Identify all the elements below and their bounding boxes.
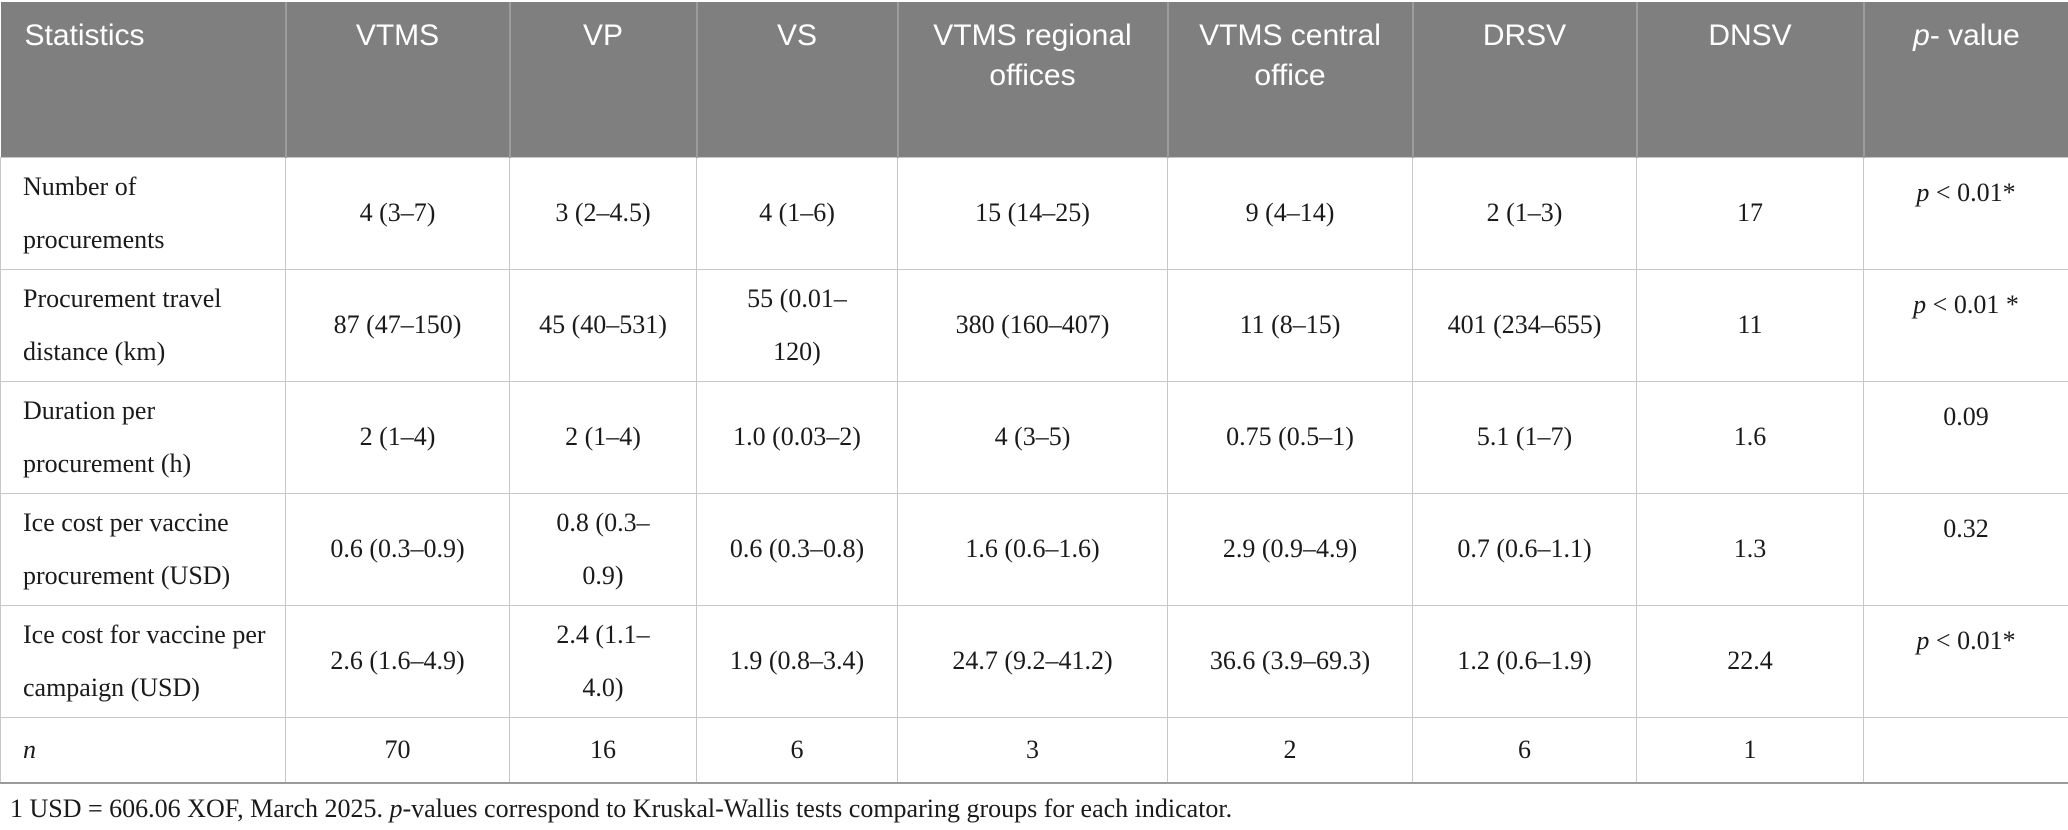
cell: 9 (4–14) — [1168, 157, 1413, 269]
cell: 11 — [1637, 269, 1864, 381]
column-header: DRSV — [1413, 2, 1637, 157]
cell: 1.6 (0.6–1.6) — [898, 493, 1168, 605]
cell: 11 (8–15) — [1168, 269, 1413, 381]
cell: 0.8 (0.3–0.9) — [510, 493, 697, 605]
cell: 4 (1–6) — [697, 157, 898, 269]
row-label: Ice cost for vaccine per campaign (USD) — [1, 605, 286, 717]
cell: 6 — [697, 717, 898, 783]
cell: 2 — [1168, 717, 1413, 783]
cell: p < 0.01* — [1864, 157, 2068, 269]
cell: 401 (234–655) — [1413, 269, 1637, 381]
table-row: Ice cost for vaccine per campaign (USD)2… — [1, 605, 2068, 717]
cell: 15 (14–25) — [898, 157, 1168, 269]
cell: 1.6 — [1637, 381, 1864, 493]
cell: 2.4 (1.1–4.0) — [510, 605, 697, 717]
column-header: VP — [510, 2, 697, 157]
column-header: Statistics — [1, 2, 286, 157]
cell: p < 0.01* — [1864, 605, 2068, 717]
table-row: Ice cost per vaccine procurement (USD)0.… — [1, 493, 2068, 605]
table-row: Procurement travel distance (km)87 (47–1… — [1, 269, 2068, 381]
row-label: n — [1, 717, 286, 783]
cell: 16 — [510, 717, 697, 783]
table-footnote: 1 USD = 606.06 XOF, March 2025. p-values… — [0, 784, 2068, 830]
cell: 0.75 (0.5–1) — [1168, 381, 1413, 493]
cell: 45 (40–531) — [510, 269, 697, 381]
row-label: Duration per procurement (h) — [1, 381, 286, 493]
cell: 24.7 (9.2–41.2) — [898, 605, 1168, 717]
cell: 4 (3–7) — [286, 157, 510, 269]
cell: 3 (2–4.5) — [510, 157, 697, 269]
cell: 36.6 (3.9–69.3) — [1168, 605, 1413, 717]
cell: 1.9 (0.8–3.4) — [697, 605, 898, 717]
column-header: VTMS — [286, 2, 510, 157]
cell: 4 (3–5) — [898, 381, 1168, 493]
row-label: Ice cost per vaccine procurement (USD) — [1, 493, 286, 605]
cell: 0.09 — [1864, 381, 2068, 493]
cell: 55 (0.01–120) — [697, 269, 898, 381]
cell: p < 0.01 * — [1864, 269, 2068, 381]
column-header: VTMS regional offices — [898, 2, 1168, 157]
column-header: VS — [697, 2, 898, 157]
cell: 5.1 (1–7) — [1413, 381, 1637, 493]
cell: 3 — [898, 717, 1168, 783]
cell: 1.2 (0.6–1.9) — [1413, 605, 1637, 717]
column-header: DNSV — [1637, 2, 1864, 157]
cell: 380 (160–407) — [898, 269, 1168, 381]
cell: 2 (1–4) — [286, 381, 510, 493]
row-label: Number of procurements — [1, 157, 286, 269]
cell: 2.6 (1.6–4.9) — [286, 605, 510, 717]
cell: 0.6 (0.3–0.8) — [697, 493, 898, 605]
cell: 0.6 (0.3–0.9) — [286, 493, 510, 605]
cell: 2.9 (0.9–4.9) — [1168, 493, 1413, 605]
cell: 2 (1–3) — [1413, 157, 1637, 269]
cell: 0.32 — [1864, 493, 2068, 605]
cell — [1864, 717, 2068, 783]
cell: 1.3 — [1637, 493, 1864, 605]
column-header: VTMS central office — [1168, 2, 1413, 157]
cell: 2 (1–4) — [510, 381, 697, 493]
cell: 1.0 (0.03–2) — [697, 381, 898, 493]
table-row: Duration per procurement (h)2 (1–4)2 (1–… — [1, 381, 2068, 493]
cell: 22.4 — [1637, 605, 1864, 717]
cell: 70 — [286, 717, 510, 783]
cell: 87 (47–150) — [286, 269, 510, 381]
cell: 17 — [1637, 157, 1864, 269]
cell: 6 — [1413, 717, 1637, 783]
cell: 1 — [1637, 717, 1864, 783]
cell: 0.7 (0.6–1.1) — [1413, 493, 1637, 605]
row-label: Procurement travel distance (km) — [1, 269, 286, 381]
column-header: p- value — [1864, 2, 2068, 157]
